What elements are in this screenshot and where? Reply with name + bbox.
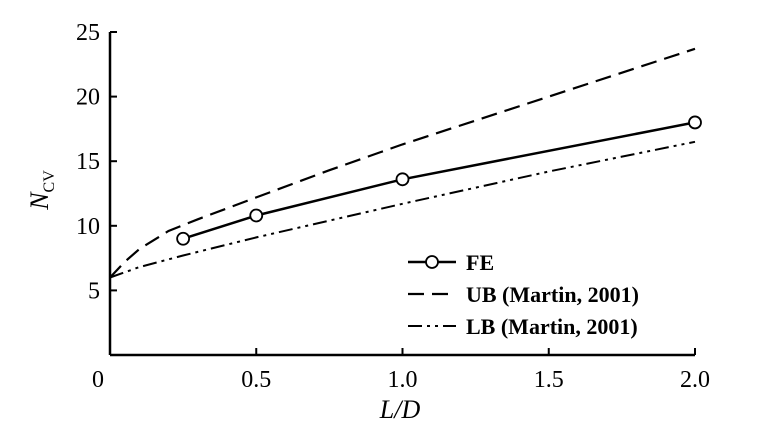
data-point: [395, 172, 410, 187]
x-tick-label: 0: [92, 367, 104, 393]
x-tick-label: 1.5: [534, 367, 564, 393]
y-tick-label: 10: [76, 214, 100, 240]
y-tick-label: 20: [76, 85, 100, 111]
series-layer: [109, 47, 702, 279]
x-axis-title: L/D: [379, 395, 421, 424]
y-tick-label: 15: [76, 149, 100, 175]
x-tick-label: 1.0: [388, 367, 418, 393]
y-tick-label: 25: [76, 20, 100, 46]
series-line-solid-circle: [182, 121, 696, 240]
legend-label: LB (Martin, 2001): [466, 314, 638, 339]
x-tick-label: 2.0: [680, 367, 710, 393]
y-tick-label: 5: [88, 278, 100, 304]
legend-label: UB (Martin, 2001): [466, 282, 639, 307]
y-axis-title-main: N: [25, 191, 54, 211]
series-line-dash-dot-dot: [109, 140, 696, 279]
legend-label: FE: [466, 250, 494, 275]
data-point: [249, 208, 264, 223]
x-tick-label: 0.5: [241, 367, 271, 393]
ticks: 0 0.5 1.0 1.5 2.0 5 10 15 20 25: [76, 20, 710, 393]
data-point: [176, 231, 191, 246]
legend: FE UB (Martin, 2001) LB (Martin, 2001): [408, 250, 639, 339]
data-point: [688, 115, 702, 130]
legend-marker: [425, 255, 439, 269]
series-line-dashed: [109, 47, 696, 279]
y-axis-title-subscript: CV: [41, 170, 58, 193]
y-axis-title: NCV: [25, 170, 58, 211]
